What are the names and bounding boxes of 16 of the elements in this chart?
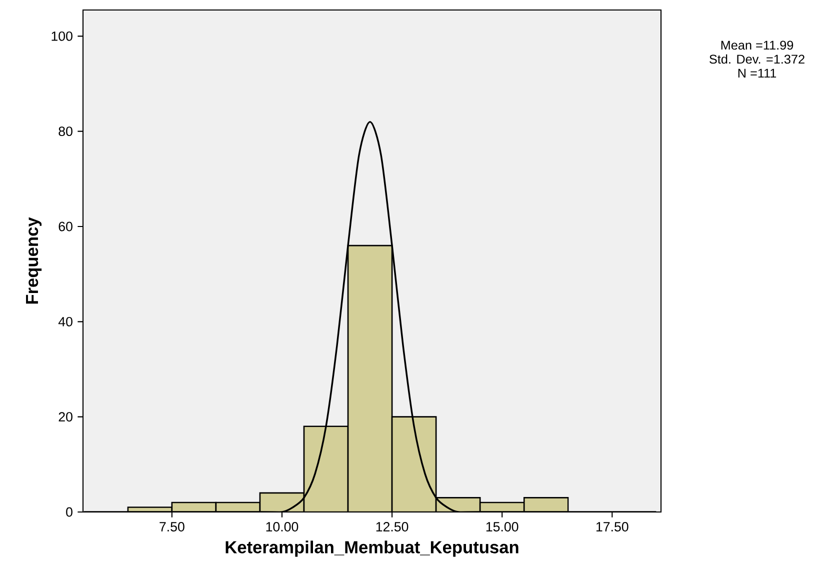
y-tick-label: 20 (58, 412, 72, 422)
y-tick-label: 60 (58, 222, 72, 232)
text: Mean =11.99 (721, 40, 794, 50)
text: Std. Dev. =1.372 (710, 54, 804, 64)
y-axis-title: Frequency (26, 217, 42, 304)
x-tick-label: 15.00 (486, 522, 518, 532)
y-tick-label: 0 (66, 507, 72, 517)
x-tick-label: 17.50 (596, 522, 628, 532)
x-tick-label: 12.50 (376, 522, 408, 532)
x-tick-label: 10.00 (266, 522, 298, 532)
x-axis-title: Keterampilan_Membuat_Keputusan (226, 540, 518, 557)
x-tick-label: 7.50 (160, 522, 184, 532)
y-tick-label: 80 (58, 126, 72, 136)
y-tick-label: 100 (52, 31, 72, 41)
text: N =111 (738, 68, 776, 78)
y-tick-label: 40 (58, 316, 72, 326)
